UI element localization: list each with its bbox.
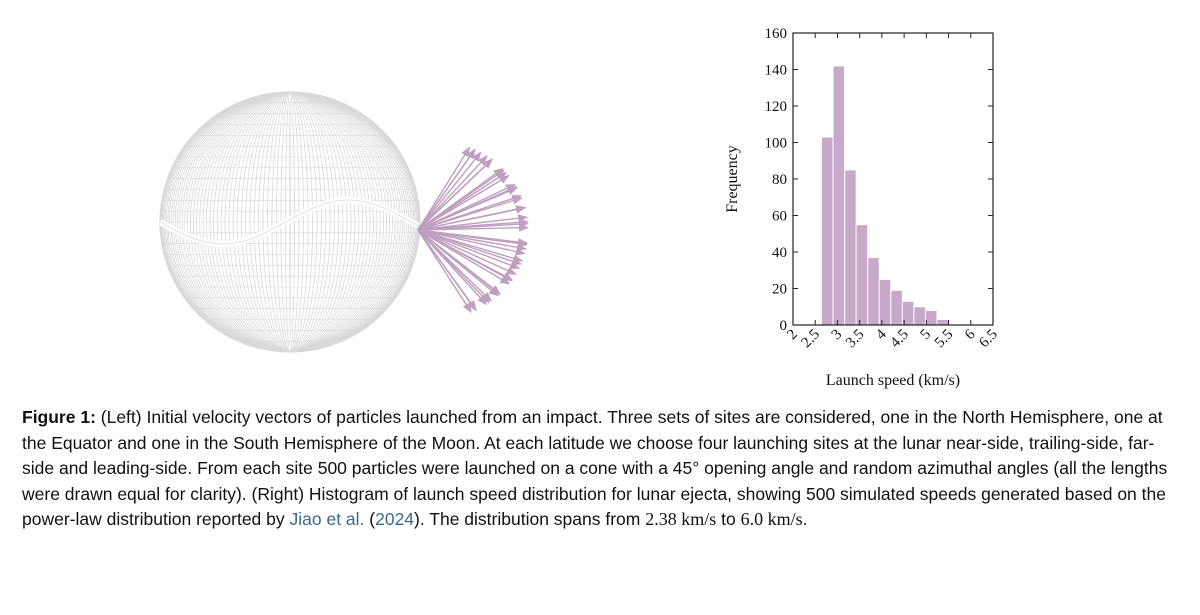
velocity-vector (417, 186, 518, 231)
caption-cite-close: ). The distribution spans from (414, 509, 646, 529)
y-axis-title: Frequency (724, 145, 741, 213)
speed-min: 2.38 km/s (645, 509, 717, 529)
velocity-vector (417, 148, 476, 231)
velocity-vector (417, 229, 524, 263)
y-tick-label: 80 (772, 172, 787, 188)
histogram-bar (878, 278, 892, 326)
caption-end: . (802, 509, 808, 529)
citation-year-link[interactable]: 2024 (375, 509, 415, 529)
histogram-bar (867, 257, 880, 326)
x-tick-label: 6.5 (976, 327, 1001, 352)
x-axis-title: Launch speed (km/s) (826, 372, 960, 389)
figure-caption: Figure 1: (Left) Initial velocity vector… (22, 405, 1182, 533)
y-tick-label: 60 (772, 209, 787, 225)
histogram-bar (913, 306, 926, 326)
velocity-vector (417, 146, 471, 231)
velocity-vector (417, 174, 510, 231)
x-tick-label: 2.5 (798, 327, 823, 352)
y-tick-label: 20 (772, 282, 787, 298)
histogram-bar (936, 319, 950, 326)
y-tick-label: 0 (780, 318, 788, 334)
x-tick-label: 4.5 (887, 327, 912, 352)
velocity-vector (417, 196, 523, 231)
velocity-vector (417, 223, 529, 232)
caption-mid: to (716, 509, 741, 529)
velocity-vector (417, 229, 472, 313)
velocity-vector (417, 229, 477, 312)
velocity-vector (417, 229, 488, 306)
velocity-vector (417, 229, 511, 285)
velocity-vector (417, 214, 528, 231)
y-tick-label: 140 (765, 63, 788, 79)
velocity-vector (417, 229, 517, 275)
histogram-bars (820, 65, 950, 326)
speed-max: 6.0 km/s (740, 509, 803, 529)
velocity-vectors (417, 146, 529, 313)
y-tick-label: 40 (772, 245, 787, 261)
velocity-vector (417, 158, 493, 231)
y-tick-label: 100 (765, 136, 788, 152)
caption-label: Figure 1: (22, 407, 96, 427)
velocity-vector (417, 151, 482, 231)
citation-authors-link[interactable]: Jiao et al. (289, 509, 365, 529)
velocity-vector (417, 229, 527, 252)
caption-text: (Left) Initial velocity vectors of parti… (22, 407, 1168, 529)
velocity-vector (417, 229, 499, 297)
x-tick-label: 5.5 (932, 327, 957, 352)
moon-sphere-figure (159, 91, 529, 353)
y-tick-label: 120 (765, 99, 788, 115)
histogram-bar (855, 224, 869, 326)
velocity-vector (417, 205, 526, 231)
histogram-bar (820, 136, 834, 326)
velocity-vector (417, 229, 528, 248)
histogram-bar (924, 309, 938, 326)
histogram-bar (890, 289, 903, 326)
velocity-vector (417, 229, 526, 256)
histogram-bar (832, 65, 846, 326)
y-tick-label: 160 (765, 26, 788, 42)
moon-sphere-icon (159, 91, 421, 353)
velocity-vector (417, 229, 521, 269)
y-axis-ticks: 0 20 40 60 80 100 120 140 160 (765, 26, 993, 334)
x-tick-label: 3.5 (843, 327, 868, 352)
caption-cite-open: ( (364, 509, 376, 529)
histogram-bar (844, 169, 857, 326)
velocity-vector (417, 155, 488, 231)
